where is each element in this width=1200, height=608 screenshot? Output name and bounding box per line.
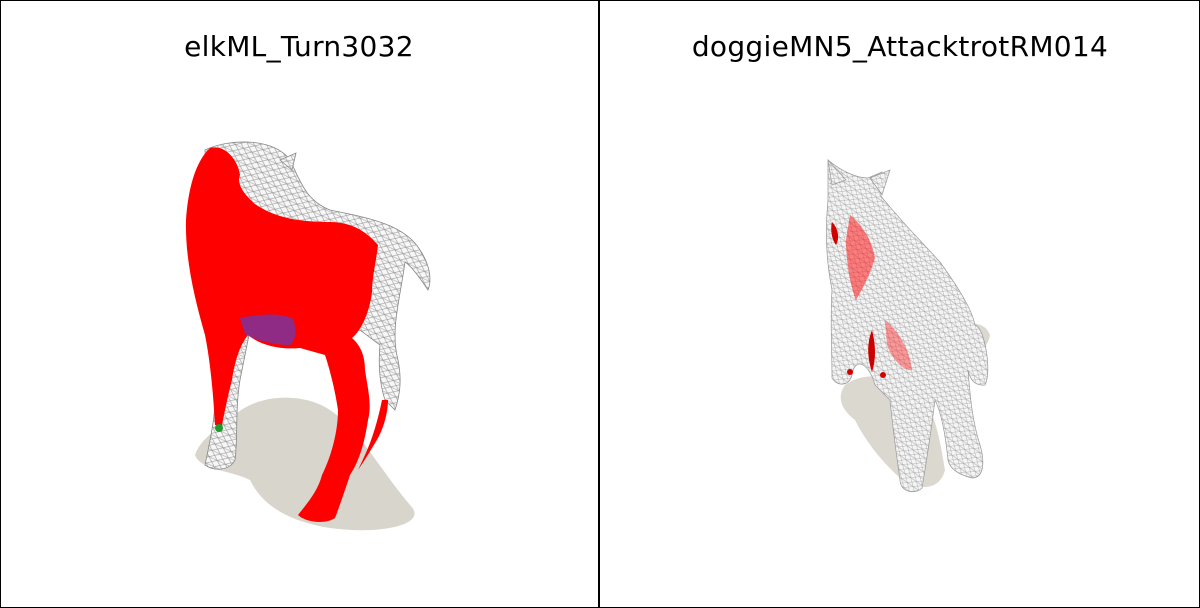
panel-elk: elkML_Turn3032 xyxy=(0,0,598,608)
elk-red-leg xyxy=(358,400,388,470)
doggie-red-nose xyxy=(831,222,839,245)
doggie-ear-left xyxy=(827,158,847,186)
doggie-render xyxy=(826,158,990,493)
panel-divider xyxy=(598,0,600,608)
doggie-red-paw-1 xyxy=(847,369,853,375)
doggie-red-chest xyxy=(846,215,875,300)
doggie-red-paw-2 xyxy=(880,372,886,378)
doggie-red-leg xyxy=(868,330,875,372)
panel-title-elk: elkML_Turn3032 xyxy=(184,30,414,63)
elk-foot-marker xyxy=(215,424,223,432)
doggie-red-hip xyxy=(885,320,912,371)
panel-title-doggie: doggieMN5_AttacktrotRM014 xyxy=(691,30,1109,63)
doggie-ear-right xyxy=(869,169,891,196)
elk-ear xyxy=(279,152,297,171)
panel-doggie: doggieMN5_AttacktrotRM014 xyxy=(600,0,1200,608)
elk-shadow xyxy=(195,397,415,531)
doggie-mesh-body xyxy=(826,159,989,493)
elk-belly-shade xyxy=(240,314,296,345)
elk-render xyxy=(185,141,431,531)
